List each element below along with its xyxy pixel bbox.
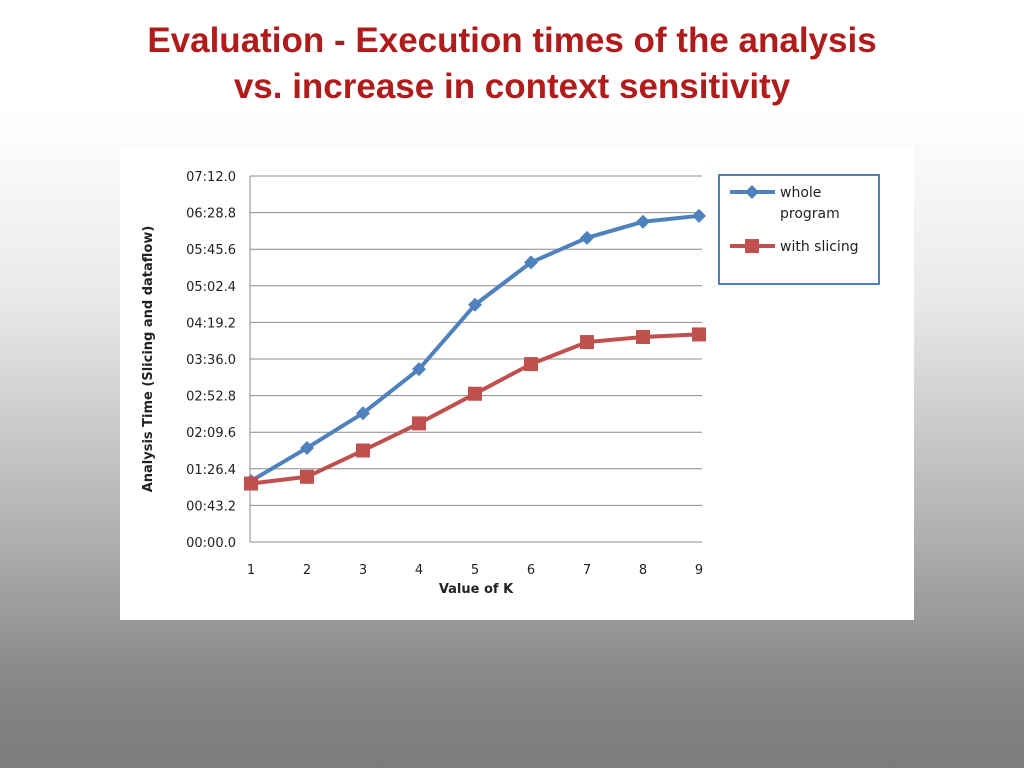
- y-tick-label: 04:19.2: [186, 316, 236, 331]
- legend-label: with slicing: [780, 239, 859, 255]
- data-point: [356, 443, 370, 458]
- slide-title-line-2: vs. increase in context sensitivity: [233, 67, 791, 106]
- data-point: [580, 230, 594, 245]
- y-tick-label: 06:28.8: [186, 207, 236, 222]
- y-tick-label: 03:36.0: [186, 353, 236, 368]
- y-tick-label: 02:52.8: [186, 390, 236, 405]
- data-point: [412, 362, 426, 377]
- y-axis-title: Analysis Time (Slicing and dataflow): [141, 226, 156, 493]
- legend-label: program: [780, 206, 840, 222]
- data-point: [636, 214, 650, 229]
- series-group: [244, 208, 706, 491]
- data-point: [636, 329, 650, 344]
- y-tick-label: 07:12.0: [186, 170, 236, 185]
- gridlines: [250, 175, 702, 543]
- legend-label: whole: [780, 185, 821, 201]
- data-point: [524, 255, 538, 270]
- x-tick-label: 4: [415, 563, 423, 578]
- series-line-1: [249, 332, 701, 486]
- data-point: [300, 440, 314, 455]
- x-tick-label: 2: [303, 563, 311, 578]
- data-point: [300, 469, 314, 484]
- x-tick-label: 1: [247, 563, 255, 578]
- y-tick-label: 01:26.4: [186, 463, 236, 478]
- x-tick-label: 6: [527, 563, 535, 578]
- data-point: [580, 335, 594, 350]
- x-tick-label: 8: [639, 563, 647, 578]
- y-tick-label: 05:45.6: [186, 243, 236, 258]
- x-axis-title: Value of K: [439, 582, 514, 597]
- data-point: [468, 297, 482, 312]
- data-point: [244, 476, 258, 491]
- y-tick-label: 02:09.6: [186, 426, 236, 441]
- chart-panel: 00:00.0 00:43.2 01:26.4 02:09.6 02:52.8 03:36…: [120, 146, 914, 620]
- data-point: [468, 386, 482, 401]
- data-point: [412, 416, 426, 431]
- data-point: [692, 208, 706, 223]
- y-tick-label: 00:00.0: [186, 536, 236, 551]
- y-tick-label: 00:43.2: [186, 499, 236, 514]
- series-line-0: [249, 213, 701, 483]
- x-tick-label: 5: [471, 563, 479, 578]
- y-tick-labels: 00:00.0 00:43.2 01:26.4 02:09.6 02:52.8 03:36…: [186, 170, 236, 551]
- data-point: [356, 406, 370, 421]
- x-tick-label: 9: [695, 563, 703, 578]
- data-point: [692, 327, 706, 342]
- line-chart: 00:00.0 00:43.2 01:26.4 02:09.6 02:52.8 03:36…: [141, 170, 880, 597]
- x-tick-label: 3: [359, 563, 367, 578]
- slide-title: Evaluation - Execution times of the anal…: [0, 18, 1024, 110]
- legend-marker-1: [745, 239, 759, 253]
- slide-title-line-1: Evaluation - Execution times of the anal…: [147, 21, 877, 60]
- data-point: [524, 357, 538, 372]
- y-tick-label: 05:02.4: [186, 280, 236, 295]
- legend-marker-0: [745, 185, 759, 199]
- legend: whole program with slicing: [718, 174, 880, 285]
- x-tick-label: 7: [583, 563, 591, 578]
- x-tick-labels: 1 2 3 4 5 6 7 8 9: [247, 563, 703, 578]
